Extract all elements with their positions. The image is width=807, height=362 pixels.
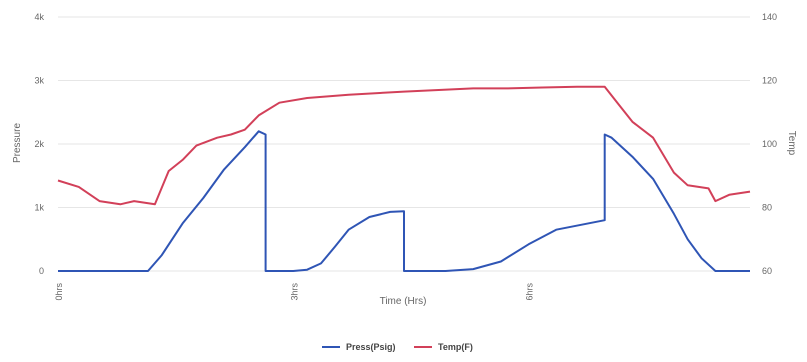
y-axis-left-title: Pressure — [12, 123, 23, 163]
y-left-tick-label: 4k — [34, 12, 44, 22]
axis-ticks: 0 1k 2k 3k 4k 60 80 100 120 140 0hrs 3hrs 6hrs — [34, 12, 777, 301]
series-line-pressure — [58, 130, 750, 272]
y-right-tick-label: 140 — [762, 12, 777, 22]
y-right-tick-label: 120 — [762, 76, 777, 86]
legend: Press(Psig) Temp(F) — [322, 342, 473, 352]
y-axis-right-title: Temp — [786, 131, 797, 156]
y-right-tick-label: 100 — [762, 139, 777, 149]
x-tick-label: 0hrs — [54, 283, 64, 301]
gridlines — [58, 16, 750, 272]
y-left-tick-label: 1k — [34, 203, 44, 213]
y-right-tick-label: 60 — [762, 266, 772, 276]
legend-label-temperature: Temp(F) — [438, 342, 473, 352]
x-axis-title: Time (Hrs) — [380, 296, 427, 307]
legend-label-pressure: Press(Psig) — [346, 342, 396, 352]
y-left-tick-label: 0 — [39, 266, 44, 276]
y-left-tick-label: 2k — [34, 139, 44, 149]
x-tick-label: 3hrs — [289, 283, 299, 301]
series-lines — [57, 85, 751, 272]
series-line-temperature — [57, 85, 751, 206]
legend-item-pressure[interactable]: Press(Psig) — [322, 342, 396, 352]
y-right-tick-label: 80 — [762, 203, 772, 213]
y-left-tick-label: 3k — [34, 76, 44, 86]
legend-item-temperature[interactable]: Temp(F) — [414, 342, 473, 352]
x-tick-label: 6hrs — [525, 283, 535, 301]
